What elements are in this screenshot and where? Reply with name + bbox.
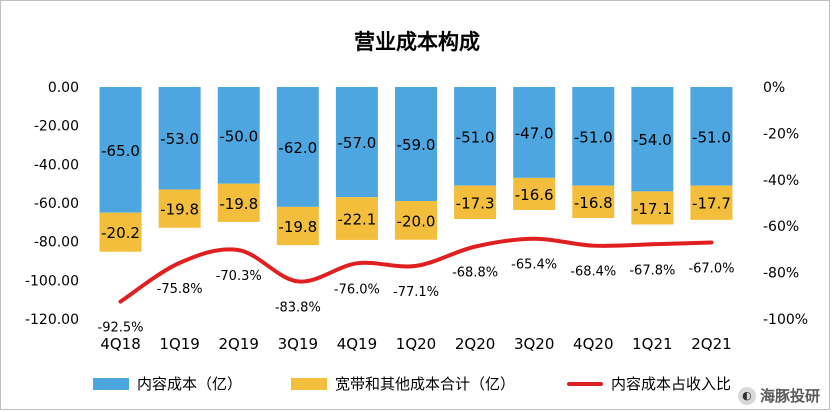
- x-tick-label: 2Q19: [219, 335, 259, 353]
- bar-content-cost: [217, 87, 260, 184]
- x-tick-label: 2Q20: [455, 335, 495, 353]
- ratio-data-label: -67.8%: [629, 263, 675, 278]
- x-tick-label: 1Q21: [632, 335, 672, 353]
- x-tick-label: 3Q20: [514, 335, 554, 353]
- legend-label-ratio: 内容成本占收入比: [611, 375, 732, 393]
- bar-label-bandwidth-cost: -19.8: [219, 195, 258, 213]
- y-left-tick-label: 0.00: [48, 80, 79, 96]
- bar-content-cost: [690, 87, 733, 186]
- bar-content-cost: [395, 87, 437, 202]
- bar-label-bandwidth-cost: -20.2: [101, 224, 140, 242]
- bar-label-bandwidth-cost: -20.0: [397, 212, 436, 230]
- ratio-data-label: -92.5%: [98, 321, 144, 336]
- x-tick-label: 1Q19: [159, 335, 199, 353]
- legend-swatch-bandwidth-cost: [291, 377, 327, 390]
- bar-bandwidth-cost: [513, 177, 556, 210]
- bar-label-content-cost: -54.0: [633, 131, 672, 149]
- bar-label-bandwidth-cost: -16.8: [574, 194, 613, 212]
- x-tick-label: 2Q21: [691, 335, 731, 353]
- bar-bandwidth-cost: [690, 185, 733, 220]
- legend-swatch-ratio: [567, 381, 603, 386]
- legend-item-ratio: 内容成本占收入比: [567, 373, 731, 394]
- bar-label-content-cost: -62.0: [278, 139, 317, 157]
- y-left-tick-label: -40.00: [34, 157, 79, 173]
- legend-item-bandwidth-cost: 宽带和其他成本合计（亿）: [291, 373, 515, 394]
- bar-label-bandwidth-cost: -22.1: [338, 211, 377, 229]
- ratio-data-label: -77.1%: [393, 285, 439, 300]
- bar-label-bandwidth-cost: -17.7: [692, 195, 731, 213]
- legend-label-content-cost: 内容成本（亿）: [137, 375, 243, 393]
- bar-label-content-cost: -65.0: [101, 142, 140, 160]
- bar-label-content-cost: -59.0: [397, 136, 436, 154]
- bar-label-bandwidth-cost: -16.6: [515, 186, 554, 204]
- ratio-data-label: -75.8%: [157, 282, 203, 297]
- ratio-line: [118, 236, 714, 304]
- ratio-data-label: -65.4%: [511, 258, 557, 273]
- bar-label-bandwidth-cost: -19.8: [278, 218, 317, 236]
- bar-bandwidth-cost: [631, 191, 674, 225]
- y-left-tick-label: -60.00: [34, 196, 79, 212]
- bar-bandwidth-cost: [454, 185, 497, 220]
- bar-label-bandwidth-cost: -19.8: [160, 201, 199, 219]
- bar-bandwidth-cost: [158, 189, 201, 228]
- x-tick-label: 1Q20: [396, 335, 436, 353]
- bar-content-cost: [572, 87, 615, 186]
- ratio-data-label: -67.0%: [688, 261, 734, 276]
- y-left-tick-label: -20.00: [34, 119, 79, 135]
- bar-content-cost: [99, 87, 142, 213]
- ratio-data-label: -70.3%: [216, 269, 262, 284]
- y-right-tick-label: -100%: [763, 312, 808, 328]
- bar-bandwidth-cost: [217, 183, 260, 222]
- bar-content-cost: [158, 87, 201, 190]
- bar-bandwidth-cost: [99, 212, 142, 252]
- bar-bandwidth-cost: [395, 201, 437, 240]
- x-tick-label: 4Q19: [337, 335, 377, 353]
- bar-label-content-cost: -53.0: [160, 130, 199, 148]
- bar-bandwidth-cost: [276, 206, 319, 246]
- x-tick-label: 4Q18: [100, 335, 140, 353]
- legend-label-bandwidth-cost: 宽带和其他成本合计（亿）: [335, 375, 516, 393]
- watermark-text: 海豚投研: [759, 387, 820, 405]
- bar-content-cost: [276, 87, 319, 207]
- y-left-tick-label: -80.00: [34, 235, 79, 251]
- legend-item-content-cost: 内容成本（亿）: [93, 373, 242, 394]
- bar-bandwidth-cost: [335, 197, 378, 240]
- ratio-data-label: -83.8%: [275, 300, 321, 315]
- bar-bandwidth-cost: [572, 185, 615, 219]
- y-right-tick-label: 0%: [763, 80, 785, 96]
- watermark: ◐ 海豚投研: [734, 384, 823, 407]
- y-left-tick-label: -100.00: [25, 273, 79, 289]
- chart-canvas: 营业成本构成 0.00 -20.00 -40.00 -60.00 -80.00 -100.0…: [25, 30, 808, 353]
- bar-label-bandwidth-cost: -17.1: [633, 200, 672, 218]
- bar-label-content-cost: -50.0: [219, 127, 258, 145]
- y-right-tick-label: -80%: [763, 266, 799, 282]
- dolphin-icon: ◐: [737, 386, 756, 405]
- bar-label-bandwidth-cost: -17.3: [456, 194, 495, 212]
- chart-title: 营业成本构成: [354, 30, 480, 54]
- bar-label-content-cost: -51.0: [692, 128, 731, 146]
- ratio-data-label: -76.0%: [334, 282, 380, 297]
- y-right-tick-label: -20%: [763, 126, 799, 142]
- y-right-tick-label: -60%: [763, 219, 799, 235]
- ratio-data-label: -68.4%: [570, 265, 616, 280]
- bar-label-content-cost: -57.0: [338, 134, 377, 152]
- bar-content-cost: [631, 87, 674, 192]
- legend-swatch-content-cost: [93, 377, 129, 390]
- x-tick-label: 4Q20: [573, 335, 613, 353]
- bar-content-cost: [454, 87, 497, 186]
- x-tick-label: 3Q19: [278, 335, 318, 353]
- bar-label-content-cost: -51.0: [574, 128, 613, 146]
- ratio-data-label: -68.8%: [452, 266, 498, 281]
- bar-content-cost: [513, 87, 556, 178]
- bar-content-cost: [335, 87, 378, 198]
- y-left-tick-label: -120.00: [25, 312, 79, 328]
- bar-label-content-cost: -47.0: [515, 124, 554, 142]
- legend: 内容成本（亿） 宽带和其他成本合计（亿） 内容成本占收入比: [1, 369, 832, 399]
- bar-label-content-cost: -51.0: [456, 128, 495, 146]
- y-right-tick-label: -40%: [763, 173, 799, 189]
